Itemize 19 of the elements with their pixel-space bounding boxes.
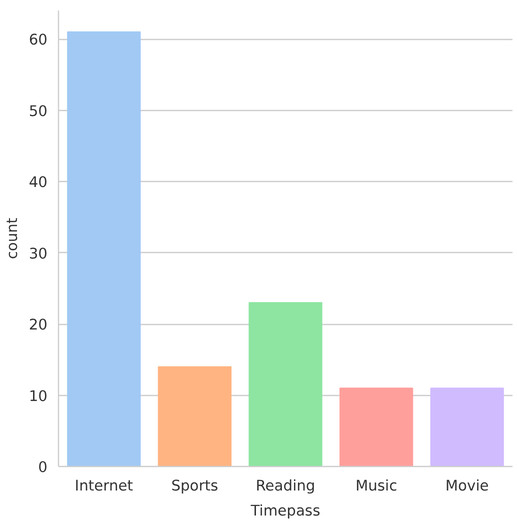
bar — [158, 366, 232, 466]
bar — [339, 388, 414, 466]
x-axis-title: Timepass — [250, 502, 320, 520]
y-tick-label: 10 — [28, 388, 48, 405]
bar — [248, 302, 322, 466]
x-tick-label: Reading — [256, 478, 316, 494]
x-tick-label: Music — [355, 478, 398, 494]
x-tick-label: Movie — [445, 478, 489, 494]
y-tick-label: 0 — [38, 459, 48, 476]
y-tick-label: 50 — [28, 102, 48, 120]
x-tick-label: Sports — [171, 478, 218, 494]
y-tick-label: 20 — [28, 316, 48, 334]
y-tick-label: 40 — [28, 174, 48, 191]
bar — [430, 388, 504, 466]
y-axis-title: count — [4, 218, 21, 260]
x-tick-label: Internet — [74, 478, 134, 494]
y-tick-label: 30 — [28, 245, 48, 262]
bar — [67, 31, 141, 466]
y-tick-label: 60 — [28, 32, 48, 48]
